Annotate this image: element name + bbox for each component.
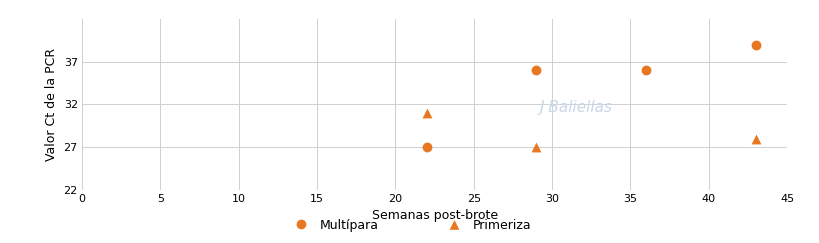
Point xyxy=(419,111,432,115)
Y-axis label: Valor Ct de la PCR: Valor Ct de la PCR xyxy=(45,48,58,161)
Text: J Baliellas: J Baliellas xyxy=(538,100,612,115)
Point xyxy=(529,69,542,72)
Point xyxy=(749,43,762,47)
X-axis label: Semanas post-brote: Semanas post-brote xyxy=(371,209,497,222)
Point xyxy=(749,137,762,140)
Point xyxy=(419,145,432,149)
Point xyxy=(529,145,542,149)
Legend: Multípara, Primeriza: Multípara, Primeriza xyxy=(283,214,536,237)
Point xyxy=(639,69,652,72)
